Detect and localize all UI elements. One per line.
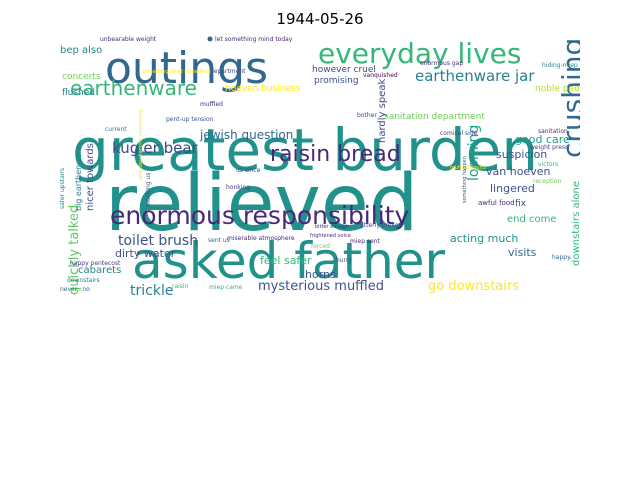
word-comical-side: comical side [440, 130, 478, 137]
word-sanitation-department: sanitation department [384, 112, 485, 122]
word-happy-: happy. [552, 254, 572, 261]
word-greatest-burden: greatest burden [72, 116, 538, 184]
word-us-since: us since [236, 167, 261, 174]
word-let-something-mind-today: let something mind today [215, 36, 293, 43]
word-trickle: trickle [130, 283, 173, 298]
word-outings: outings [105, 43, 268, 94]
word-reception: reception [533, 178, 562, 185]
word-raisin-bread: raisin bread [270, 142, 401, 167]
word-honking: honking [226, 184, 250, 191]
word-sent-us: sent us [208, 237, 230, 244]
word-enormous-responsibility: enormous responsibility [110, 201, 409, 230]
word-awful-food: awful food [478, 199, 515, 207]
word-looming: looming [466, 125, 482, 181]
word-go-downstairs: go downstairs [428, 279, 519, 294]
word-bother: bother [357, 112, 377, 119]
word-horns: horns [305, 268, 336, 281]
word-visits: visits [508, 246, 537, 259]
word-dirty-water: dirty water [115, 247, 176, 260]
word-kugler-bear: kugler bear [112, 139, 199, 157]
word-relieved: relieved [105, 159, 418, 249]
chart-title: 1944-05-26 [276, 10, 364, 28]
word-pent-up-tension: pent-up tension [166, 116, 214, 123]
word-department: department [210, 68, 246, 75]
word-miserable-atmosphere: miserable atmosphere [227, 235, 295, 242]
dot-marker [207, 36, 213, 42]
word-muffled: muffled [200, 101, 223, 108]
word-feel-safer: feel safer [260, 254, 312, 267]
word-unbearable-weight: unbearable weight [100, 36, 157, 43]
word-nicer-towards: nicer towards [85, 143, 96, 211]
word-mysterious-muffled: mysterious muffled [258, 279, 384, 294]
word-fix: fix [515, 199, 527, 209]
word-never-no: never...no [60, 286, 90, 293]
word-mocking-us: mocking us [145, 173, 152, 207]
word-lingered: lingered [490, 182, 535, 195]
word-miep-came: miep came [209, 284, 243, 291]
word-someday-happen-something: someday happen something [138, 110, 144, 181]
word-van-hoeven: van hoeven [486, 165, 550, 178]
word-promising: promising [314, 76, 359, 86]
word-jewish-question: jewish question [199, 128, 293, 142]
word-miep-sent: miep sent [350, 238, 381, 245]
word-bitter-enough: bitter enough [315, 224, 349, 230]
word-victors: victors [538, 161, 558, 168]
word-concerts: concerts [62, 72, 101, 82]
word-hurry: hurry [336, 257, 352, 264]
word-hiding-miep: hiding-miep [542, 62, 578, 69]
word-big-earthenware: big earthenware [74, 145, 83, 211]
word-flushed: flushed [62, 88, 95, 98]
word-hardly-speak: hardly speak [377, 79, 388, 143]
word-current: current [105, 126, 127, 133]
word-everyday-lives: everyday lives [318, 37, 521, 70]
word-quickly-talked: quickly talked [67, 205, 82, 295]
word-crushing: crushing [556, 38, 580, 158]
word-utterly-broken: utterly broken [360, 222, 403, 229]
word-earthenware: earthenware [70, 76, 197, 100]
word-end-come: end come [507, 214, 557, 225]
word-vanquished: vanquished [363, 72, 398, 79]
word-downstairs: downstairs [67, 277, 100, 284]
word-suspicion: suspicion [496, 148, 547, 161]
word-hoeven-business: hoeven business [225, 84, 301, 94]
word-safer-upstairs: safer upstairs [60, 168, 66, 209]
word-however-cruel: however cruel [312, 65, 376, 75]
word-weight-press: weight press [530, 144, 568, 151]
word-enormous-gap: enormous gap [420, 60, 463, 67]
word-asked-father: asked father [132, 232, 446, 290]
word-forced: forced [311, 243, 330, 250]
word-good-care: good care [515, 133, 570, 146]
word-noble-people: noble people [535, 84, 580, 94]
word-bep-also: bep also [60, 45, 102, 56]
word-cabarets: cabarets [78, 265, 121, 276]
word-downstairs-alone: downstairs alone [571, 181, 580, 266]
word-raisin: raisin [172, 283, 189, 290]
word-frightened-voice: frightened voice [310, 233, 351, 239]
word-earthenware-jar: earthenware jar [415, 67, 535, 85]
word-happy-pentecost: happy pentecost [70, 260, 121, 267]
word-muffled-sound: muffled sound [450, 165, 486, 171]
word-something-mind-something: something mind something [142, 69, 211, 75]
word-acting-much: acting much [450, 232, 518, 245]
word-sanitation: sanitation [538, 128, 568, 135]
word-something-happen: something happen [462, 156, 468, 203]
word-toilet-brush: toilet brush [118, 233, 198, 249]
